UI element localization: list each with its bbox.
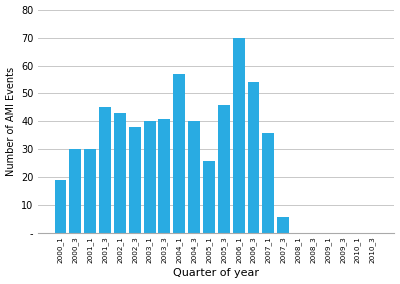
Bar [99,107,111,233]
Bar [54,180,66,233]
Bar [233,37,245,233]
Bar [218,105,230,233]
Bar [188,122,200,233]
Bar [84,149,96,233]
Bar [158,119,170,233]
Bar [69,149,81,233]
X-axis label: Quarter of year: Quarter of year [173,268,259,278]
Bar [262,133,274,233]
Bar [114,113,126,233]
Bar [129,127,141,233]
Bar [144,122,156,233]
Y-axis label: Number of AMI Events: Number of AMI Events [6,67,16,176]
Bar [203,161,215,233]
Bar [248,82,260,233]
Bar [277,217,289,233]
Bar [173,74,185,233]
